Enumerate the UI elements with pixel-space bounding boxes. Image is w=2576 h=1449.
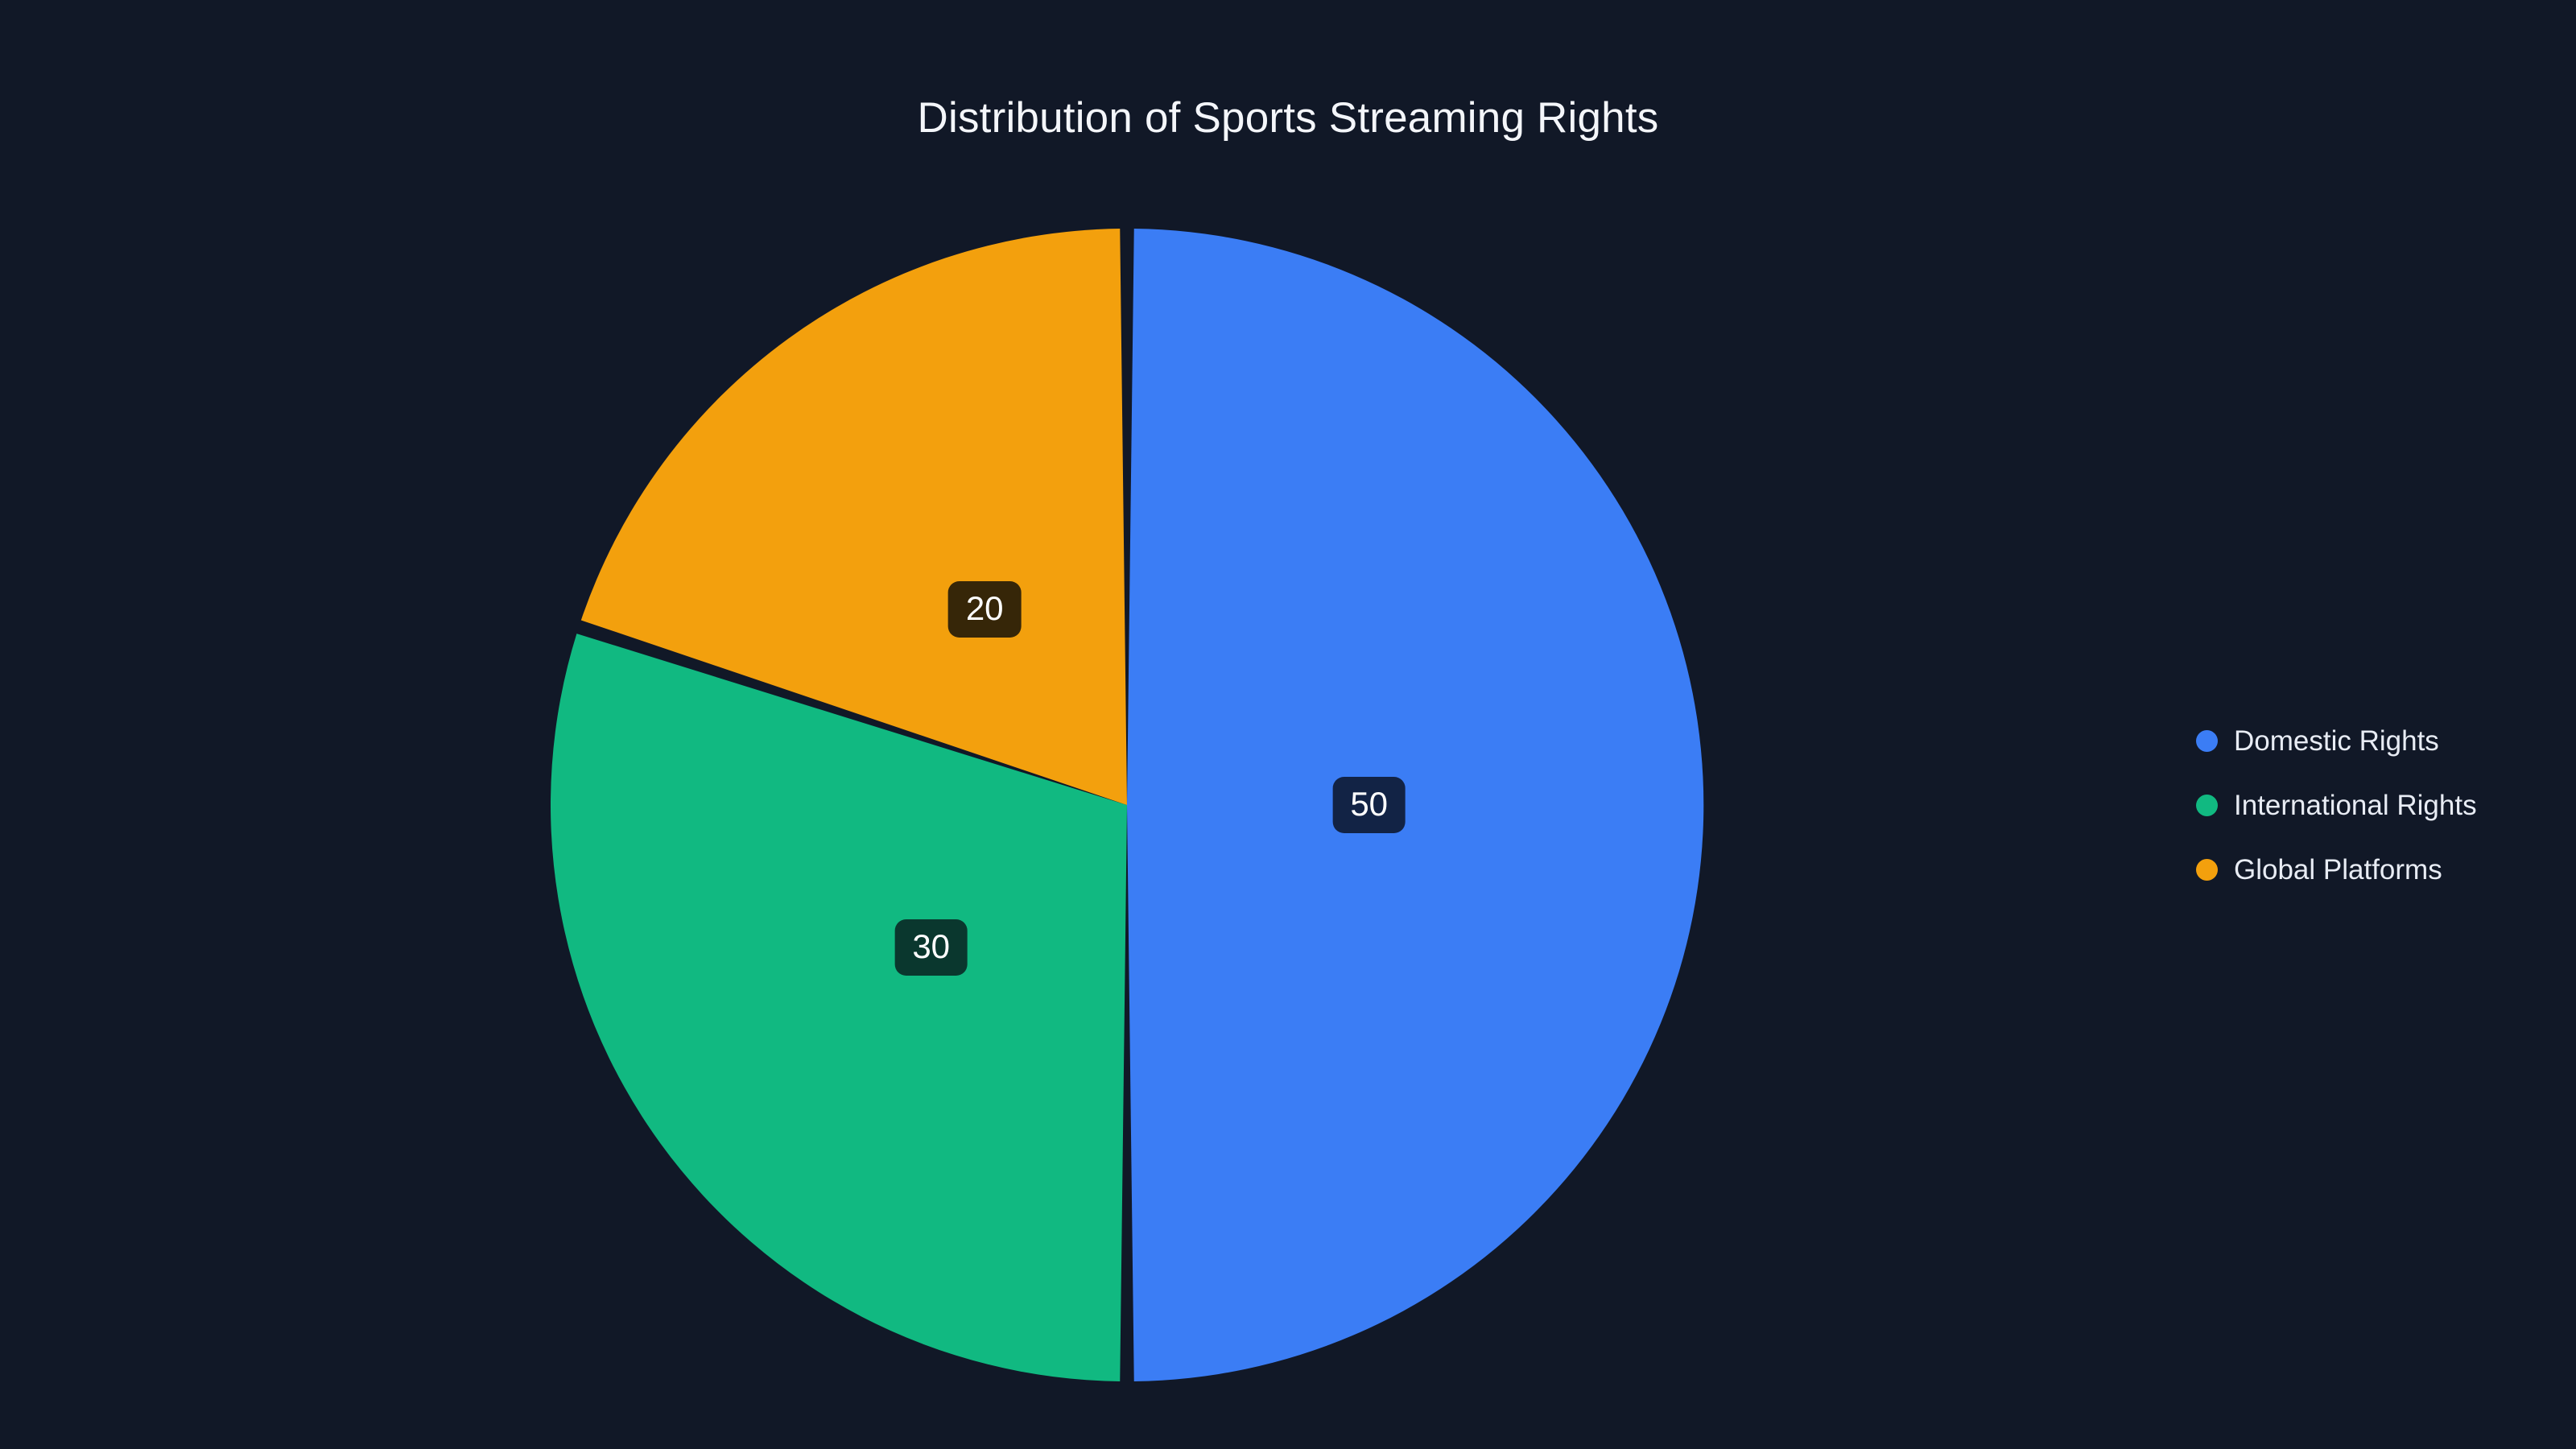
legend-swatch-circle-icon <box>2196 729 2218 752</box>
pie-slice[interactable] <box>1127 229 1704 1381</box>
pie-slice[interactable] <box>580 229 1127 805</box>
legend-item[interactable]: International Rights <box>2196 791 2477 819</box>
pie-slice[interactable] <box>550 634 1127 1381</box>
chart-title: Distribution of Sports Streaming Rights <box>917 94 1659 142</box>
legend-item[interactable]: Global Platforms <box>2196 856 2477 884</box>
legend-item-label: Global Platforms <box>2234 853 2442 886</box>
legend-swatch-circle-icon <box>2196 858 2218 881</box>
legend-item[interactable]: Domestic Rights <box>2196 727 2477 755</box>
legend-item-label: International Rights <box>2234 789 2477 821</box>
pie-slice-group <box>550 229 1704 1381</box>
legend-swatch-circle-icon <box>2196 794 2218 816</box>
legend-item-label: Domestic Rights <box>2234 724 2439 757</box>
chart-legend: Domestic Rights International Rights Globa… <box>2196 727 2477 884</box>
